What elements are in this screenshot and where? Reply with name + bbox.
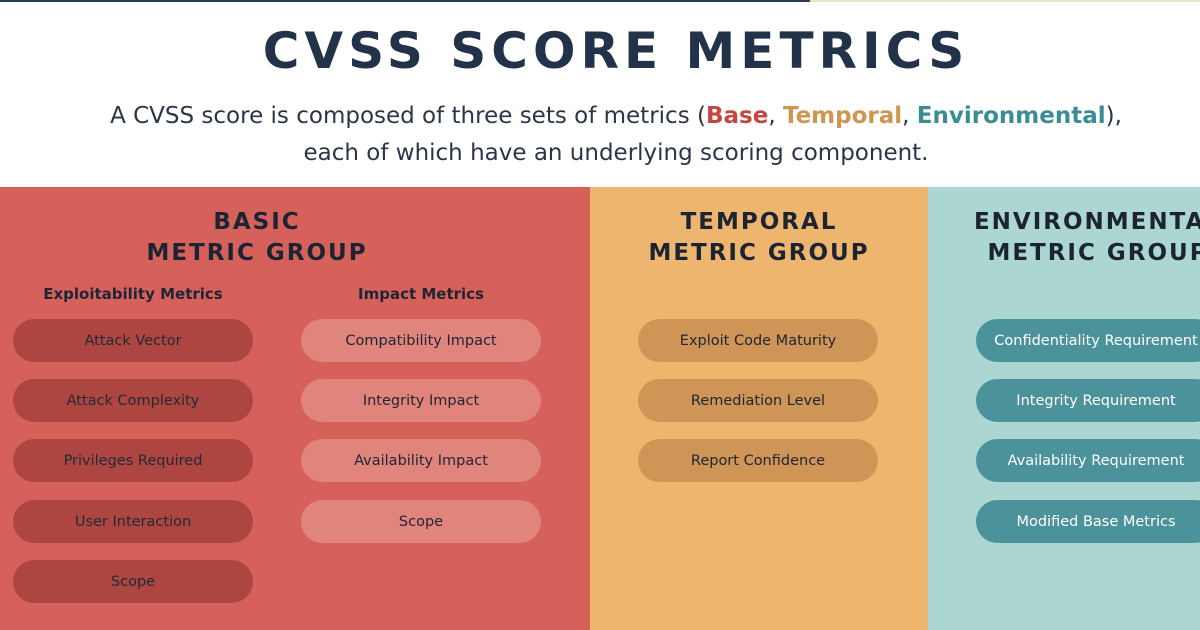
subtitle-temporal-term: Temporal <box>782 103 903 129</box>
top-rule-light <box>810 0 1200 2</box>
metric-pill-modified-base-metrics: Modified Base Metrics <box>976 500 1200 543</box>
base-group-title: BASIC METRIC GROUP <box>146 209 368 266</box>
page-title: CVSS SCORE METRICS <box>262 22 970 80</box>
base-metric-group-panel: BASIC METRIC GROUP Exploitability Metric… <box>0 187 590 630</box>
metric-pill-remediation-level: Remediation Level <box>638 379 878 422</box>
metric-pill-availability-requirement: Availability Requirement <box>976 439 1200 482</box>
metric-pill-user-interaction: User Interaction <box>13 500 253 543</box>
subtitle-separator: , <box>768 103 783 129</box>
metric-pill-integrity-requirement: Integrity Requirement <box>976 379 1200 422</box>
metric-pill-integrity-impact: Integrity Impact <box>301 379 541 422</box>
subtitle-environmental-term: Environmental <box>916 103 1106 129</box>
metric-pill-report-confidence: Report Confidence <box>638 439 878 482</box>
subtitle-text-after: ), <box>1105 103 1122 129</box>
subtitle-base-term: Base <box>705 103 769 129</box>
metric-pill-confidentiality-requirement: Confidentiality Requirement <box>976 319 1200 362</box>
metric-pill-attack-vector: Attack Vector <box>13 319 253 362</box>
metric-pill-compatibility-impact: Compatibility Impact <box>301 319 541 362</box>
environmental-group-title: ENVIRONMENTAL METRIC GROUP <box>973 209 1200 266</box>
impact-metrics-heading: Impact Metrics <box>358 285 484 303</box>
metric-pill-attack-complexity: Attack Complexity <box>13 379 253 422</box>
page-subtitle: A CVSS score is composed of three sets o… <box>0 98 1200 172</box>
temporal-group-title: TEMPORAL METRIC GROUP <box>648 209 870 266</box>
environmental-metric-group-panel: ENVIRONMENTAL METRIC GROUP Confidentiali… <box>928 187 1200 630</box>
exploitability-metrics-heading: Exploitability Metrics <box>43 285 223 303</box>
subtitle-separator: , <box>902 103 917 129</box>
metric-pill-availability-impact: Availability Impact <box>301 439 541 482</box>
subtitle-line-1: A CVSS score is composed of three sets o… <box>0 98 1200 135</box>
top-rule-dark <box>0 0 810 2</box>
metric-pill-privileges-required: Privileges Required <box>13 439 253 482</box>
subtitle-line-2: each of which have an underlying scoring… <box>303 140 929 166</box>
metric-pill-exploit-code-maturity: Exploit Code Maturity <box>638 319 878 362</box>
temporal-metric-group-panel: TEMPORAL METRIC GROUP Exploit Code Matur… <box>590 187 928 630</box>
subtitle-text-before: A CVSS score is composed of three sets o… <box>110 103 706 129</box>
metric-pill-impact-scope: Scope <box>301 500 541 543</box>
metric-pill-scope: Scope <box>13 560 253 603</box>
